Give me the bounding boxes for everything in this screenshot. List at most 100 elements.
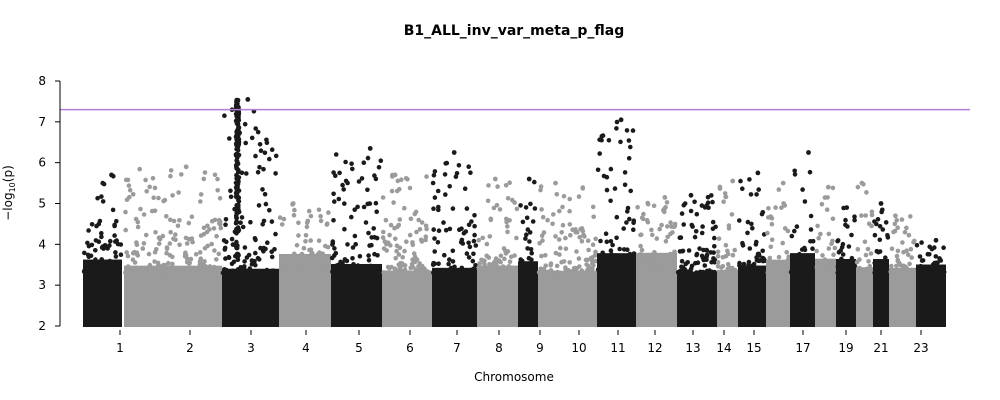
data-point — [89, 222, 95, 227]
data-point — [214, 257, 219, 262]
data-point — [423, 237, 428, 243]
data-point — [689, 263, 695, 269]
data-point — [711, 256, 716, 261]
data-point — [269, 219, 275, 224]
data-point — [368, 263, 374, 269]
data-point — [130, 257, 136, 263]
chromosome-16-points — [765, 180, 792, 327]
data-point — [561, 193, 567, 199]
data-point — [877, 237, 883, 243]
data-point — [281, 264, 287, 269]
data-point — [798, 261, 804, 266]
data-point — [760, 248, 765, 254]
data-point — [712, 269, 717, 275]
data-point — [301, 245, 307, 251]
data-point — [365, 201, 371, 207]
data-point — [520, 219, 526, 225]
data-point — [891, 229, 896, 235]
data-point — [557, 252, 562, 257]
data-point — [395, 178, 401, 184]
data-point — [398, 268, 404, 273]
x-tick-label-chr-14: 14 — [716, 341, 731, 355]
data-point — [269, 254, 275, 260]
data-point — [889, 263, 894, 269]
data-point — [444, 160, 450, 166]
data-point — [129, 270, 134, 276]
data-point — [881, 263, 887, 269]
data-point — [716, 236, 722, 241]
data-point — [538, 266, 543, 272]
data-point — [865, 246, 871, 252]
data-point — [909, 255, 914, 260]
data-point — [625, 260, 630, 266]
data-point — [365, 155, 371, 161]
data-point — [814, 265, 820, 270]
data-point — [554, 263, 560, 269]
data-point — [162, 263, 168, 268]
data-point — [386, 270, 391, 275]
data-point — [453, 268, 459, 274]
data-point — [470, 258, 476, 264]
data-point — [829, 261, 834, 267]
data-point — [715, 260, 721, 265]
data-point — [168, 168, 174, 173]
data-point — [185, 266, 191, 272]
data-point — [648, 270, 654, 276]
data-point — [614, 235, 619, 241]
data-point — [765, 270, 771, 275]
data-point — [914, 242, 920, 248]
data-point — [491, 205, 497, 211]
data-point — [397, 217, 403, 222]
data-point — [308, 213, 314, 219]
data-point — [292, 251, 297, 257]
data-point — [651, 203, 657, 209]
data-point — [849, 232, 854, 238]
data-point — [325, 244, 331, 250]
data-point — [527, 270, 532, 276]
data-point — [524, 232, 529, 237]
peak-point — [492, 176, 498, 182]
data-point — [532, 270, 537, 275]
data-point — [859, 213, 864, 218]
data-point — [528, 201, 533, 207]
data-point — [202, 170, 208, 175]
chromosome-19-points — [835, 205, 858, 327]
data-point — [260, 187, 265, 192]
data-point — [784, 249, 789, 255]
data-point — [303, 233, 309, 238]
data-point — [205, 268, 210, 274]
data-point — [156, 195, 161, 201]
data-point — [835, 238, 841, 243]
data-point — [135, 219, 141, 225]
data-point — [750, 226, 755, 231]
data-point — [99, 194, 104, 199]
y-axis-label-suffix: (p) — [1, 165, 15, 182]
data-point — [621, 270, 626, 276]
data-point — [317, 260, 322, 265]
data-point — [638, 243, 643, 249]
data-point — [247, 266, 253, 271]
data-point — [908, 246, 914, 252]
data-point — [676, 270, 681, 276]
data-point — [389, 188, 395, 194]
data-point — [487, 234, 493, 239]
data-point — [211, 226, 217, 231]
data-point — [214, 233, 219, 239]
data-point — [235, 179, 241, 185]
data-point — [127, 187, 133, 193]
data-point — [378, 158, 384, 163]
data-point — [435, 188, 441, 194]
data-point — [767, 255, 773, 261]
data-point — [110, 207, 116, 213]
data-point — [446, 261, 451, 267]
data-point — [541, 269, 547, 274]
data-point — [869, 223, 874, 229]
data-point — [869, 209, 875, 215]
y-tick-label: 2 — [38, 319, 46, 333]
data-point — [598, 238, 603, 244]
data-point — [234, 239, 239, 245]
data-point — [306, 208, 312, 214]
data-point — [183, 235, 189, 241]
chromosome-17-points — [788, 150, 816, 327]
data-point — [641, 211, 646, 217]
